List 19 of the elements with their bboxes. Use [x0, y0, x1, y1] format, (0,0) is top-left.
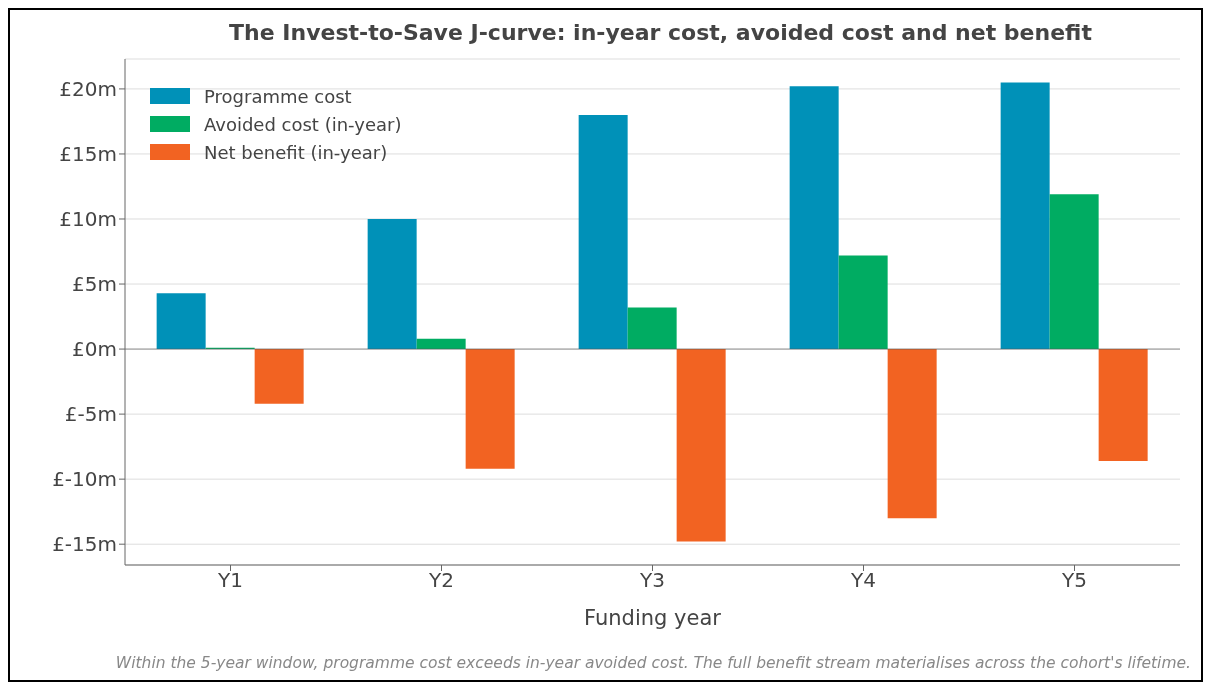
y-tick-label: £20m	[59, 77, 117, 102]
x-axis-title: Funding year	[584, 606, 722, 630]
legend-label: Programme cost	[204, 85, 352, 107]
y-tick-label: £-10m	[52, 467, 117, 492]
legend-label: Avoided cost (in-year)	[204, 113, 402, 135]
y-tick-label: £-5m	[64, 402, 117, 427]
text: Within the 5-year window, programme cost exceeds in-year avoided cost. The full benefit stream materialises across the cohort's lifetime.	[114, 654, 1191, 672]
chart-title: The Invest-to-Save J-curve: in-year cost, avoided cost and net benefit	[228, 20, 1093, 45]
x-tick-label: Y5	[1061, 568, 1087, 593]
x-tick-label: Y2	[428, 568, 454, 593]
x-tick-label: Y4	[850, 568, 876, 593]
y-tick-label: £-15m	[52, 532, 117, 557]
y-tick-label: £10m	[59, 207, 117, 232]
y-tick-label: £15m	[59, 142, 117, 167]
x-tick-label: Y3	[639, 568, 665, 593]
y-tick-label: £5m	[72, 272, 117, 297]
x-tick-label: Y1	[217, 568, 243, 593]
legend-label: Net benefit (in-year)	[204, 141, 388, 163]
y-tick-label: £0m	[72, 337, 117, 362]
